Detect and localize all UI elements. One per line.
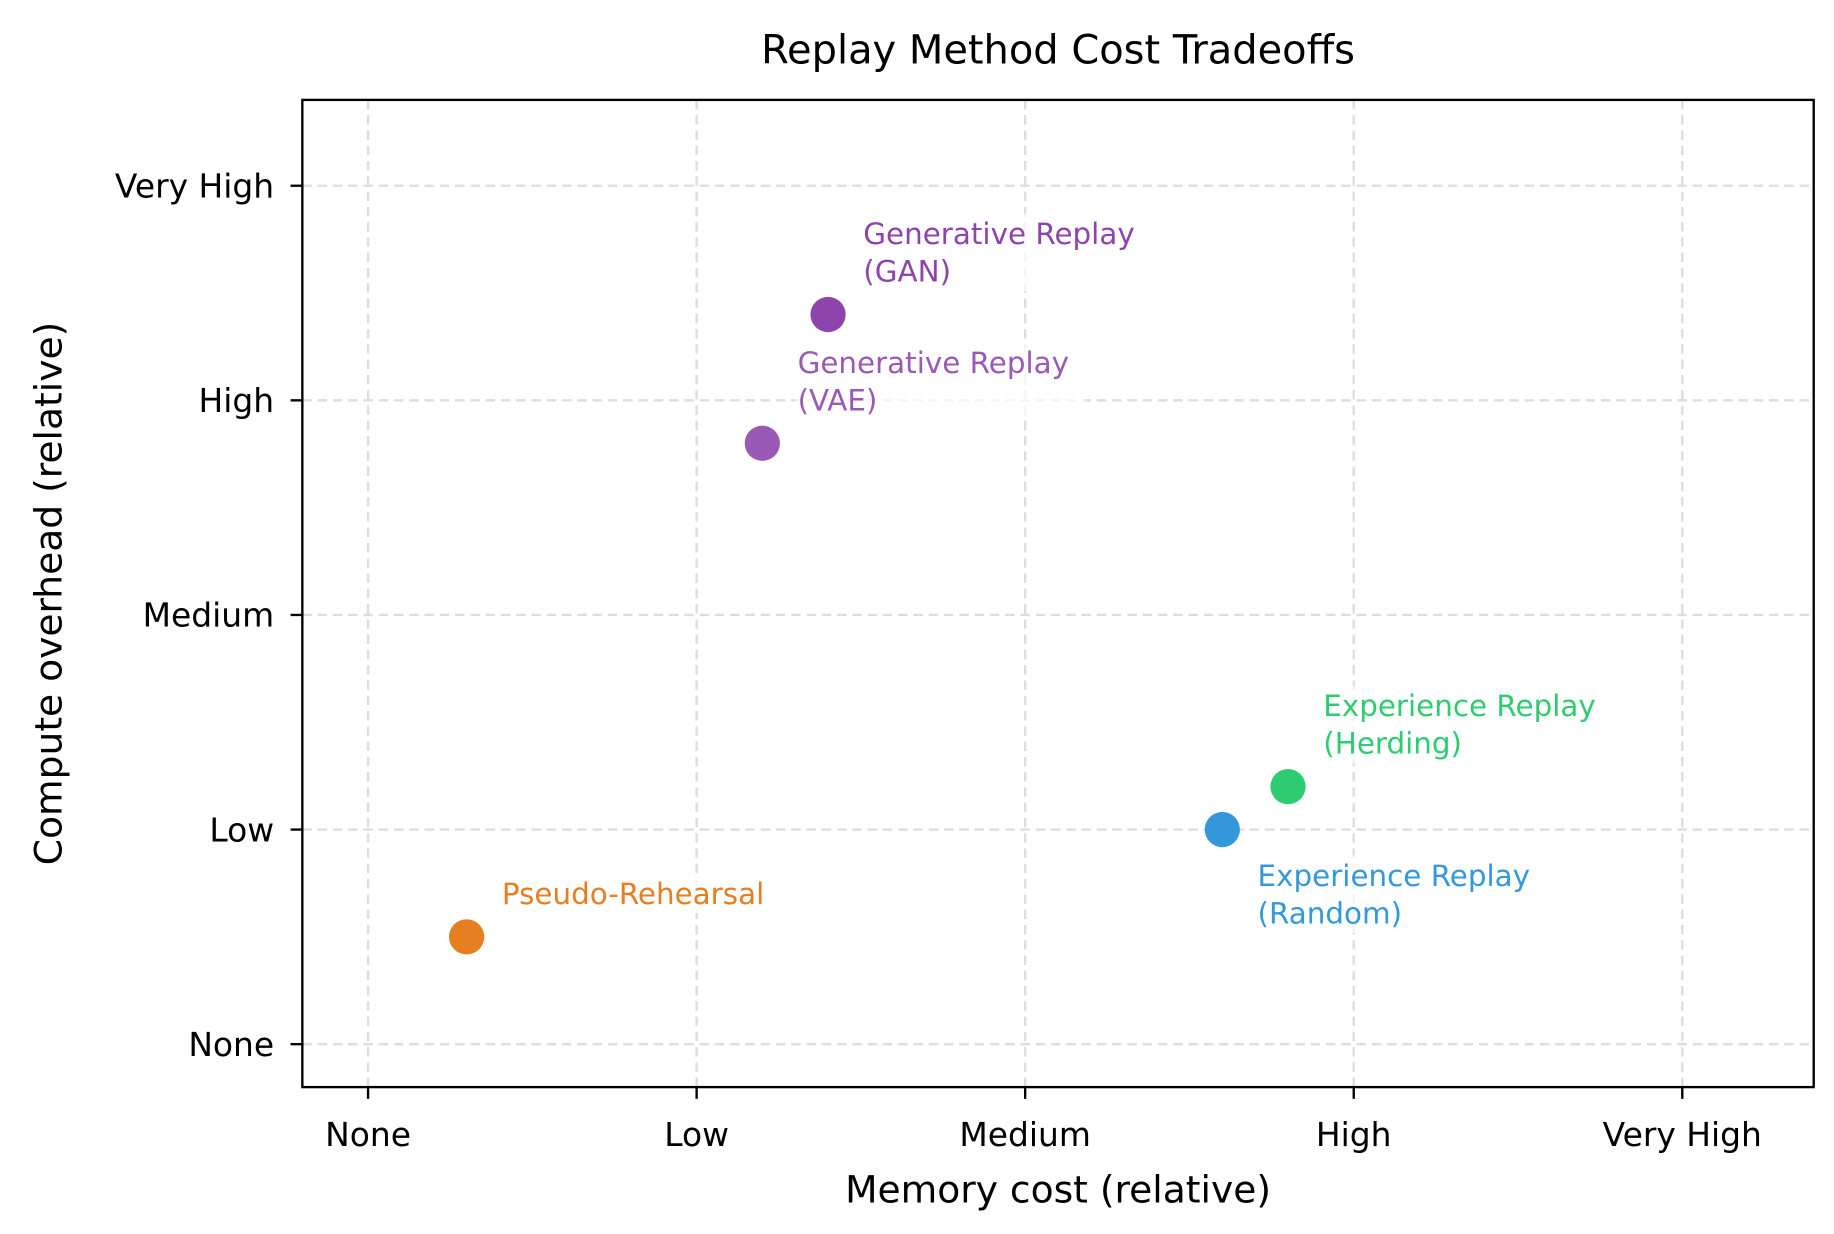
data-label-line: Pseudo-Rehearsal xyxy=(502,877,764,911)
data-point xyxy=(448,919,485,955)
data-point xyxy=(1270,769,1306,805)
data-label: Experience Replay (Random) xyxy=(1258,859,1531,931)
data-point-group: Generative Replay (GAN) xyxy=(810,213,1151,333)
data-point xyxy=(1204,811,1240,848)
y-tick-label: Medium xyxy=(143,596,275,635)
label-background xyxy=(1255,855,1545,933)
data-label: Generative Replay (VAE) xyxy=(798,346,1069,418)
data-label-line: (Herding) xyxy=(1323,727,1462,761)
data-point-group: Generative Replay (VAE) xyxy=(744,342,1085,461)
plot-frame xyxy=(301,98,1815,1089)
data-label: Generative Replay (GAN) xyxy=(863,217,1134,289)
x-tick-label: None xyxy=(325,1115,411,1154)
x-tick-label: High xyxy=(1316,1115,1392,1154)
y-tick-label: Low xyxy=(209,810,274,849)
data-label: Pseudo-Rehearsal xyxy=(502,877,764,911)
data-label-line: (GAN) xyxy=(863,255,951,289)
y-tick-label: None xyxy=(188,1025,274,1064)
data-label-line: (VAE) xyxy=(798,383,878,417)
data-point-group: Experience Replay (Random) xyxy=(1204,811,1545,933)
ticks: None Low Medium High Very High None Low Medium H… xyxy=(115,166,1762,1153)
x-tick-label: Medium xyxy=(959,1115,1091,1154)
data-label: Experience Replay (Herding) xyxy=(1323,689,1596,761)
x-tick-label: Very High xyxy=(1603,1115,1762,1154)
y-tick-label: High xyxy=(199,381,275,420)
label-background xyxy=(499,873,773,914)
x-axis-label: Memory cost (relative) xyxy=(845,1167,1271,1211)
y-axis-label: Compute overhead (relative) xyxy=(26,322,70,866)
data-point-group: Pseudo-Rehearsal xyxy=(448,873,773,955)
data-point xyxy=(810,296,846,333)
data-label-line: Generative Replay xyxy=(798,346,1069,380)
data-label-line: Experience Replay xyxy=(1258,859,1531,893)
chart-title: Replay Method Cost Tradeoffs xyxy=(761,27,1355,73)
data-label-line: Generative Replay xyxy=(863,217,1134,251)
data-point-group: Experience Replay (Herding) xyxy=(1270,685,1611,805)
data-label-line: Experience Replay xyxy=(1323,689,1596,723)
label-background xyxy=(795,342,1085,420)
x-tick-label: Low xyxy=(664,1115,729,1154)
label-background xyxy=(860,213,1151,291)
label-background xyxy=(1320,685,1611,764)
data-point xyxy=(744,425,780,461)
data-label-line: (Random) xyxy=(1258,897,1403,931)
y-tick-label: Very High xyxy=(115,166,274,205)
